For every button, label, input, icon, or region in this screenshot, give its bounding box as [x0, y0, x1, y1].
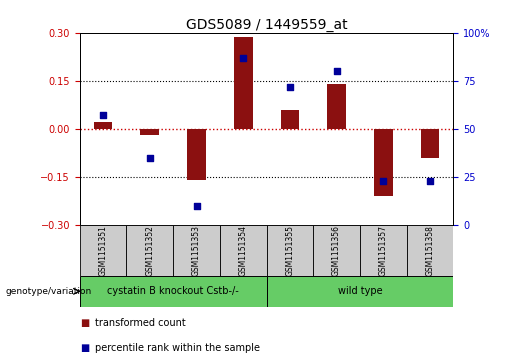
Text: GSM1151352: GSM1151352	[145, 225, 154, 276]
FancyBboxPatch shape	[80, 225, 127, 276]
Text: percentile rank within the sample: percentile rank within the sample	[95, 343, 260, 354]
Text: ■: ■	[80, 318, 89, 328]
Point	[239, 55, 247, 61]
Text: GSM1151353: GSM1151353	[192, 225, 201, 276]
FancyBboxPatch shape	[127, 225, 173, 276]
Point	[286, 83, 294, 89]
Point	[426, 178, 434, 184]
Bar	[141, 129, 159, 135]
Point	[379, 178, 387, 184]
Text: GSM1151351: GSM1151351	[99, 225, 108, 276]
Bar	[234, 37, 252, 129]
Bar	[421, 129, 439, 158]
Bar	[281, 110, 299, 129]
Text: GSM1151357: GSM1151357	[379, 225, 388, 276]
Bar	[94, 122, 112, 129]
FancyBboxPatch shape	[173, 225, 220, 276]
FancyBboxPatch shape	[220, 225, 267, 276]
FancyBboxPatch shape	[267, 276, 453, 307]
Title: GDS5089 / 1449559_at: GDS5089 / 1449559_at	[186, 18, 347, 32]
FancyBboxPatch shape	[267, 225, 313, 276]
FancyBboxPatch shape	[360, 225, 406, 276]
Point	[99, 113, 107, 118]
Point	[146, 155, 154, 160]
Text: genotype/variation: genotype/variation	[5, 287, 91, 296]
Text: wild type: wild type	[337, 286, 382, 296]
Text: cystatin B knockout Cstb-/-: cystatin B knockout Cstb-/-	[107, 286, 239, 296]
Text: GSM1151358: GSM1151358	[425, 225, 434, 276]
Point	[193, 203, 201, 209]
Text: transformed count: transformed count	[95, 318, 186, 328]
FancyBboxPatch shape	[406, 225, 453, 276]
Bar	[374, 129, 392, 196]
FancyBboxPatch shape	[313, 225, 360, 276]
Text: GSM1151354: GSM1151354	[238, 225, 248, 276]
Text: ■: ■	[80, 343, 89, 354]
Bar	[187, 129, 206, 180]
FancyBboxPatch shape	[80, 276, 267, 307]
Text: GSM1151355: GSM1151355	[285, 225, 295, 276]
Point	[332, 68, 340, 74]
Bar	[327, 84, 346, 129]
Text: GSM1151356: GSM1151356	[332, 225, 341, 276]
